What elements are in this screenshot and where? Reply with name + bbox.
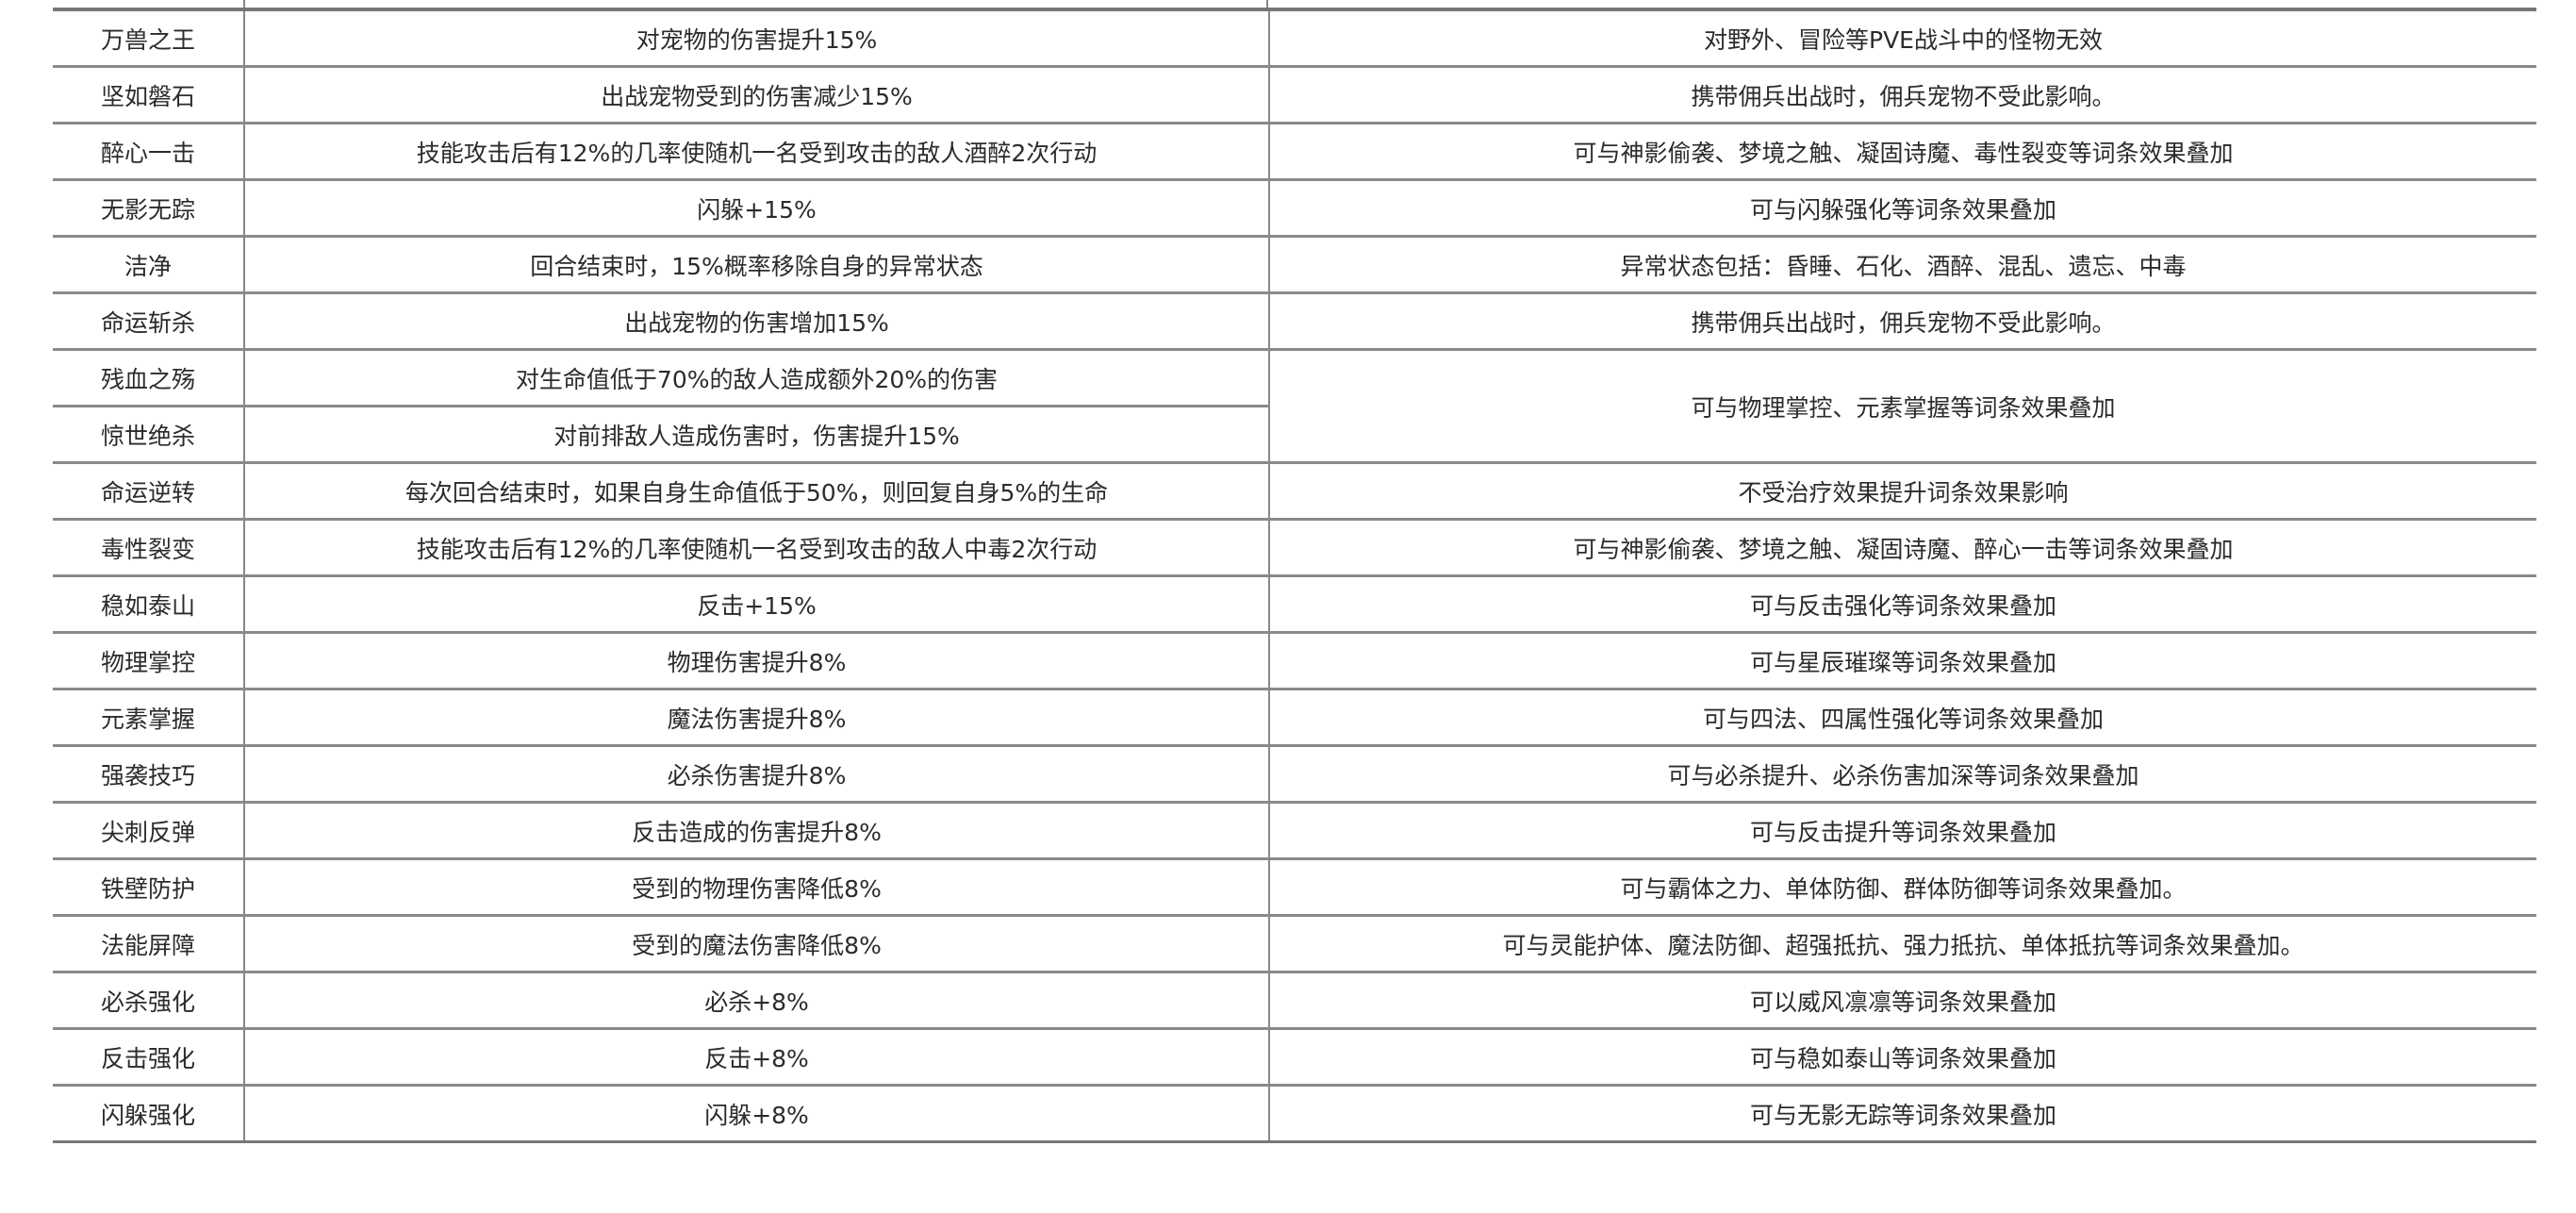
skill-effect-cell: 受到的魔法伤害降低8% <box>244 914 1270 973</box>
skill-note-cell: 可与星辰璀璨等词条效果叠加 <box>1269 631 2536 690</box>
skill-note-cell: 可与神影偷袭、梦境之触、凝固诗魔、毒性裂变等词条效果叠加 <box>1269 122 2536 181</box>
skill-note-cell: 携带佣兵出战时，佣兵宠物不受此影响。 <box>1269 65 2536 125</box>
skill-effect-cell: 必杀伤害提升8% <box>244 744 1270 804</box>
column-divider <box>1266 0 1268 9</box>
skill-note-cell: 可与反击提升等词条效果叠加 <box>1269 801 2536 860</box>
skill-note-cell: 可与反击强化等词条效果叠加 <box>1269 574 2536 634</box>
table-row: 反击强化 反击+8% 可与稳如泰山等词条效果叠加 <box>53 1027 2536 1087</box>
table-row: 尖刺反弹 反击造成的伤害提升8% 可与反击提升等词条效果叠加 <box>53 801 2536 860</box>
skill-effect-cell: 对生命值低于70%的敌人造成额外20%的伤害 <box>244 348 1270 407</box>
skill-note-cell: 可以威风凛凛等词条效果叠加 <box>1269 971 2536 1030</box>
skill-name-cell: 必杀强化 <box>53 971 245 1030</box>
skill-name-cell: 法能屏障 <box>53 914 245 973</box>
skill-name-cell: 万兽之王 <box>53 8 245 68</box>
skill-name-cell: 反击强化 <box>53 1027 245 1087</box>
skill-effect-cell: 反击+8% <box>244 1027 1270 1087</box>
skill-name-cell: 醉心一击 <box>53 122 245 181</box>
skill-name-cell: 命运斩杀 <box>53 291 245 351</box>
skill-effect-cell: 受到的物理伤害降低8% <box>244 857 1270 917</box>
table-row: 醉心一击 技能攻击后有12%的几率使随机一名受到攻击的敌人酒醉2次行动 可与神影偷袭… <box>53 122 2536 181</box>
table-row: 铁壁防护 受到的物理伤害降低8% 可与霸体之力、单体防御、群体防御等词条效果叠加。 <box>53 857 2536 917</box>
skill-note-cell: 可与闪躲强化等词条效果叠加 <box>1269 178 2536 238</box>
skill-effect-cell: 每次回合结束时，如果自身生命值低于50%，则回复自身5%的生命 <box>244 461 1270 521</box>
table-row: 万兽之王 对宠物的伤害提升15% 对野外、冒险等PVE战斗中的怪物无效 <box>53 8 2536 68</box>
skill-name-cell: 铁壁防护 <box>53 857 245 917</box>
skill-effect-cell: 闪躲+8% <box>244 1084 1270 1143</box>
skill-effect-cell: 对前排敌人造成伤害时，伤害提升15% <box>244 405 1270 464</box>
skill-note-cell: 异常状态包括：昏睡、石化、酒醉、混乱、遗忘、中毒 <box>1269 235 2536 294</box>
skill-note-cell: 可与物理掌控、元素掌握等词条效果叠加 <box>1269 348 2536 464</box>
skill-effect-cell: 闪躲+15% <box>244 178 1270 238</box>
skill-effect-cell: 回合结束时，15%概率移除自身的异常状态 <box>244 235 1270 294</box>
skill-name-cell: 元素掌握 <box>53 688 245 747</box>
table-row: 坚如磐石 出战宠物受到的伤害减少15% 携带佣兵出战时，佣兵宠物不受此影响。 <box>53 65 2536 125</box>
skill-name-cell: 洁净 <box>53 235 245 294</box>
skill-name-cell: 稳如泰山 <box>53 574 245 634</box>
table-row: 稳如泰山 反击+15% 可与反击强化等词条效果叠加 <box>53 574 2536 634</box>
skill-name-cell: 坚如磐石 <box>53 65 245 125</box>
skill-table: 万兽之王 对宠物的伤害提升15% 对野外、冒险等PVE战斗中的怪物无效 坚如磐石 出战宠… <box>53 8 2536 1143</box>
table-row: 物理掌控 物理伤害提升8% 可与星辰璀璨等词条效果叠加 <box>53 631 2536 690</box>
skill-name-cell: 命运逆转 <box>53 461 245 521</box>
skill-note-cell: 可与必杀提升、必杀伤害加深等词条效果叠加 <box>1269 744 2536 804</box>
skill-note-cell: 携带佣兵出战时，佣兵宠物不受此影响。 <box>1269 291 2536 351</box>
skill-effect-cell: 技能攻击后有12%的几率使随机一名受到攻击的敌人酒醉2次行动 <box>244 122 1270 181</box>
skill-name-cell: 毒性裂变 <box>53 518 245 577</box>
skill-note-cell: 可与灵能护体、魔法防御、超强抵抗、强力抵抗、单体抵抗等词条效果叠加。 <box>1269 914 2536 973</box>
skill-effect-cell: 技能攻击后有12%的几率使随机一名受到攻击的敌人中毒2次行动 <box>244 518 1270 577</box>
skill-name-cell: 尖刺反弹 <box>53 801 245 860</box>
skill-effect-cell: 反击造成的伤害提升8% <box>244 801 1270 860</box>
skill-note-cell: 可与稳如泰山等词条效果叠加 <box>1269 1027 2536 1087</box>
table-row: 惊世绝杀 对前排敌人造成伤害时，伤害提升15% <box>53 405 2536 464</box>
skill-name-cell: 无影无踪 <box>53 178 245 238</box>
table-row: 毒性裂变 技能攻击后有12%的几率使随机一名受到攻击的敌人中毒2次行动 可与神影偷袭… <box>53 518 2536 577</box>
skill-effect-cell: 魔法伤害提升8% <box>244 688 1270 747</box>
skill-name-cell: 惊世绝杀 <box>53 405 245 464</box>
table-row: 元素掌握 魔法伤害提升8% 可与四法、四属性强化等词条效果叠加 <box>53 688 2536 747</box>
table-row: 必杀强化 必杀+8% 可以威风凛凛等词条效果叠加 <box>53 971 2536 1030</box>
table-row: 法能屏障 受到的魔法伤害降低8% 可与灵能护体、魔法防御、超强抵抗、强力抵抗、单体抵… <box>53 914 2536 973</box>
skill-effect-cell: 物理伤害提升8% <box>244 631 1270 690</box>
skill-effect-cell: 反击+15% <box>244 574 1270 634</box>
skill-effect-cell: 对宠物的伤害提升15% <box>244 8 1270 68</box>
table-row: 命运逆转 每次回合结束时，如果自身生命值低于50%，则回复自身5%的生命 不受治疗效… <box>53 461 2536 521</box>
table-row: 无影无踪 闪躲+15% 可与闪躲强化等词条效果叠加 <box>53 178 2536 238</box>
skill-effect-cell: 出战宠物的伤害增加15% <box>244 291 1270 351</box>
skill-name-cell: 残血之殇 <box>53 348 245 407</box>
table-row: 洁净 回合结束时，15%概率移除自身的异常状态 异常状态包括：昏睡、石化、酒醉、混乱… <box>53 235 2536 294</box>
skill-effect-cell: 必杀+8% <box>244 971 1270 1030</box>
skill-note-cell: 对野外、冒险等PVE战斗中的怪物无效 <box>1269 8 2536 68</box>
skill-note-cell: 不受治疗效果提升词条效果影响 <box>1269 461 2536 521</box>
table-row: 闪躲强化 闪躲+8% 可与无影无踪等词条效果叠加 <box>53 1084 2536 1143</box>
skill-note-cell: 可与无影无踪等词条效果叠加 <box>1269 1084 2536 1143</box>
skill-name-cell: 强袭技巧 <box>53 744 245 804</box>
skill-effect-cell: 出战宠物受到的伤害减少15% <box>244 65 1270 125</box>
column-divider <box>243 0 245 9</box>
skill-note-cell: 可与霸体之力、单体防御、群体防御等词条效果叠加。 <box>1269 857 2536 917</box>
table-row: 命运斩杀 出战宠物的伤害增加15% 携带佣兵出战时，佣兵宠物不受此影响。 <box>53 291 2536 351</box>
table-row: 残血之殇 对生命值低于70%的敌人造成额外20%的伤害 可与物理掌控、元素掌握等词条… <box>53 348 2536 464</box>
skill-note-cell: 可与神影偷袭、梦境之触、凝固诗魔、醉心一击等词条效果叠加 <box>1269 518 2536 577</box>
skill-name-cell: 闪躲强化 <box>53 1084 245 1143</box>
table-row: 强袭技巧 必杀伤害提升8% 可与必杀提升、必杀伤害加深等词条效果叠加 <box>53 744 2536 804</box>
skill-note-cell: 可与四法、四属性强化等词条效果叠加 <box>1269 688 2536 747</box>
skill-name-cell: 物理掌控 <box>53 631 245 690</box>
